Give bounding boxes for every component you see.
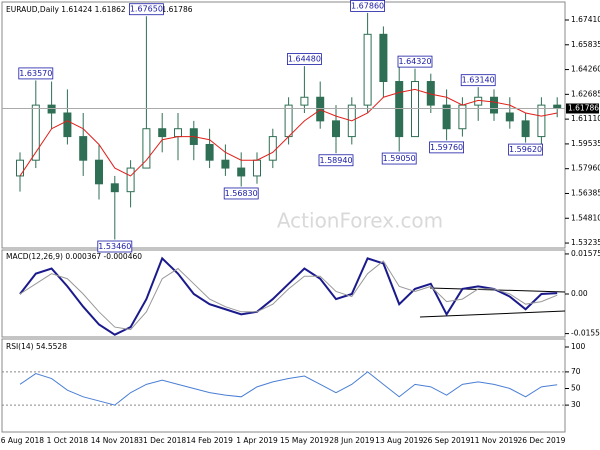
candle-body <box>253 159 261 177</box>
annotation-box <box>350 0 386 12</box>
candle-body <box>521 120 530 138</box>
annotation: 1.63140 <box>462 76 495 85</box>
candle-body <box>537 104 546 138</box>
rsi-panel <box>1 338 566 433</box>
annotation-box <box>508 143 544 156</box>
x-tick-label: 14 Nov 2018 <box>91 436 139 445</box>
y-tick-label: 1.57960 <box>571 164 600 173</box>
y-tick-label: 100 <box>571 342 586 351</box>
candle-body <box>142 128 151 169</box>
candle-body <box>158 128 167 138</box>
y-tick-label: 1.64260 <box>571 65 600 74</box>
annotation-box <box>397 55 433 68</box>
x-tick-label: 26 Dec 2019 <box>517 436 565 445</box>
candle-body <box>316 96 325 122</box>
x-tick-label: 26 Sep 2019 <box>423 436 471 445</box>
candle-body <box>379 33 388 83</box>
y-tick-label: 1.53235 <box>571 238 600 247</box>
y-tick-label: 0.00 <box>571 289 588 298</box>
line <box>19 371 558 406</box>
x-tick-label: 13 Aug 2019 <box>375 436 423 445</box>
candle-body <box>95 159 103 185</box>
annotation-box <box>429 141 465 154</box>
line <box>19 256 558 336</box>
annotation-box <box>128 3 164 16</box>
annotation: 1.59050 <box>383 154 416 163</box>
candle-body <box>16 159 24 177</box>
y-tick-label: 1.67410 <box>571 15 600 24</box>
candle-body <box>237 167 246 177</box>
candle-body <box>205 143 214 161</box>
annotation: 1.59620 <box>509 145 542 154</box>
annotation: 1.64320 <box>398 57 431 66</box>
y-tick-label: 30 <box>571 400 581 409</box>
annotation: 1.53460 <box>98 242 131 251</box>
candle-body <box>268 136 277 161</box>
candle-body <box>79 136 88 161</box>
annotation: 1.58940 <box>319 156 352 165</box>
candle-body <box>110 183 119 193</box>
candle-body <box>395 81 404 138</box>
candle-body <box>221 159 230 169</box>
line <box>19 88 558 177</box>
macd-title: MACD(12,26,9) 0.000367 -0.000460 <box>6 252 142 261</box>
watermark: ActionForex.com <box>277 209 443 233</box>
candle-body <box>553 104 562 109</box>
candle-body <box>363 33 372 106</box>
x-tick-label: 15 May 2019 <box>280 436 329 445</box>
price-panel <box>1 1 566 249</box>
candle-body <box>126 167 135 193</box>
annotation-box <box>381 152 417 165</box>
annotation: 1.64480 <box>288 55 321 64</box>
candle-body <box>284 104 293 138</box>
candle-body <box>300 96 309 106</box>
last-price-label: 1.61786 <box>568 103 599 112</box>
y-tick-label: 1.61110 <box>571 114 600 123</box>
y-tick-label: 1.62685 <box>571 89 600 98</box>
y-tick-label: 1.65835 <box>571 40 600 49</box>
annotation: 1.59760 <box>430 143 463 152</box>
candle-body <box>411 81 419 138</box>
candle-body <box>63 112 72 138</box>
candle-body <box>442 104 451 130</box>
trendline <box>419 310 566 318</box>
y-tick-label: 70 <box>571 367 581 376</box>
annotation-box <box>223 187 259 200</box>
y-tick-label: 0.01575 <box>571 249 600 258</box>
annotation-box <box>18 67 54 80</box>
x-tick-label: 1 Apr 2019 <box>236 436 278 445</box>
y-tick-label: 50 <box>571 384 581 393</box>
annotation: 1.56830 <box>225 189 258 198</box>
y-tick-label: -0.015568 <box>571 329 600 338</box>
annotation-box <box>460 74 496 87</box>
annotation-box <box>286 53 322 65</box>
chart-title: EURAUD,Daily 1.61424 1.61862 1.61234 1.6… <box>6 5 193 14</box>
candle-body <box>47 104 56 114</box>
annotation: 1.63570 <box>19 69 52 78</box>
y-tick-label: 1.59535 <box>571 139 600 148</box>
rsi-title: RSI(14) 54.5528 <box>6 342 67 351</box>
y-tick-label: 1.56385 <box>571 188 600 197</box>
annotation: 1.67650 <box>130 5 163 14</box>
y-tick-label: 1.54810 <box>571 213 600 222</box>
x-tick-label: 16 Aug 2018 <box>0 436 44 445</box>
x-tick-label: 14 Feb 2019 <box>186 436 233 445</box>
candle-body <box>31 104 40 161</box>
x-tick-label: 31 Dec 2018 <box>138 436 186 445</box>
x-tick-label: 1 Oct 2018 <box>47 436 89 445</box>
candle-body <box>505 112 514 122</box>
last-price-box <box>566 103 599 114</box>
candle-body <box>174 128 182 138</box>
x-tick-label: 11 Nov 2019 <box>470 436 518 445</box>
candle-body <box>332 120 340 138</box>
annotation: 1.67860 <box>351 1 384 10</box>
candle-body <box>490 96 498 114</box>
annotation-box <box>318 154 354 167</box>
x-tick-label: 28 Jun 2019 <box>329 436 374 445</box>
annotation-box <box>97 240 133 253</box>
line <box>19 260 558 331</box>
